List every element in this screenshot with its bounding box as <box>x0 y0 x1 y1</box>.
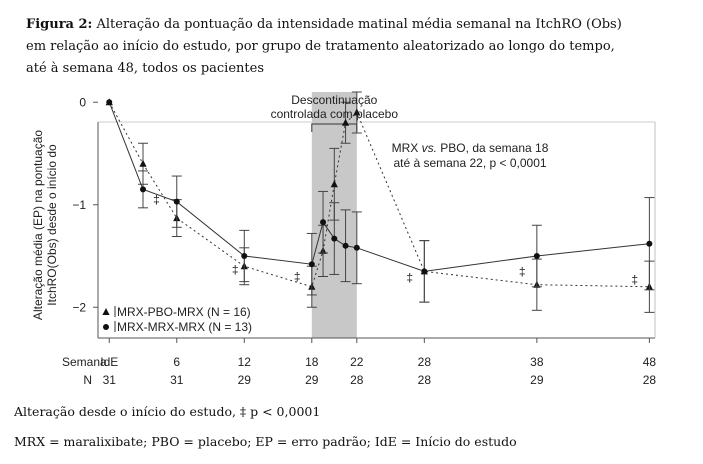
circle-point <box>308 261 315 268</box>
legend-marker-circle <box>103 324 109 330</box>
x-tick-label: 12 <box>238 355 252 369</box>
figure-caption: Figura 2: Alteração da pontuação da inte… <box>26 14 636 80</box>
x-tick-label: 6 <box>173 355 180 369</box>
legend-label: MRX-PBO-MRX (N = 16) <box>117 305 251 319</box>
n-row-title: N <box>83 373 92 387</box>
dagger-mark: ‡ <box>153 193 160 207</box>
series-line-1 <box>108 102 650 272</box>
n-row-value: 28 <box>418 373 432 387</box>
y-tick-label: 0 <box>79 95 86 109</box>
triangle-point <box>139 159 147 167</box>
n-row-value: 29 <box>305 373 319 387</box>
triangle-point <box>341 118 350 126</box>
triangle-point <box>353 108 361 116</box>
x-tick-label: 18 <box>305 355 319 369</box>
figure-caption-text: Alteração da pontuação da intensidade ma… <box>26 17 622 76</box>
dagger-mark: ‡ <box>232 262 239 276</box>
circle-point <box>331 235 338 242</box>
n-row-value: 28 <box>643 373 657 387</box>
circle-point <box>140 186 147 193</box>
y-tick-label: −1 <box>72 198 86 212</box>
n-row-value: 28 <box>350 373 364 387</box>
circle-point <box>320 219 327 226</box>
legend-marker-triangle <box>102 308 110 315</box>
circle-point <box>646 240 653 247</box>
n-row-value: 31 <box>103 373 117 387</box>
dagger-mark: ‡ <box>519 264 526 278</box>
circle-point <box>421 268 428 275</box>
figure-label: Figura 2: <box>26 17 93 32</box>
x-axis-title: Semana <box>62 355 107 369</box>
dagger-mark: ‡ <box>294 270 301 284</box>
y-axis-label-line1: Alteração média (EP) na pontuação <box>31 130 45 320</box>
n-row-value: 29 <box>530 373 544 387</box>
x-tick-label: IdE <box>100 355 118 369</box>
footnote-significance: Alteração desde o início do estudo, ‡ p … <box>14 404 321 419</box>
legend-label: MRX-MRX-MRX (N = 13) <box>117 320 252 334</box>
n-row-value: 29 <box>238 373 252 387</box>
circle-point <box>533 253 540 259</box>
dagger-mark: ‡ <box>631 273 638 287</box>
shaded-label-line1: Descontinuação <box>291 93 377 107</box>
dagger-mark: ‡ <box>406 271 413 285</box>
annotation-line2: até à semana 22, p < 0,0001 <box>393 156 546 170</box>
x-tick-label: 38 <box>530 355 544 369</box>
annotation-line1: MRX vs. PBO, da semana 18 <box>392 141 549 155</box>
footnote-abbreviations: MRX = maralixibate; PBO = placebo; EP = … <box>14 434 517 449</box>
x-tick-label: 22 <box>350 355 364 369</box>
circle-point <box>106 99 113 106</box>
triangle-point <box>330 180 338 188</box>
x-tick-label: 28 <box>418 355 432 369</box>
series-line-0 <box>108 102 650 288</box>
y-axis-label-line2: ItchRO(Obs) desde o início do <box>45 144 59 306</box>
x-tick-label: 48 <box>643 355 657 369</box>
circle-point <box>241 253 248 259</box>
shaded-label-line2: controlada com placebo <box>271 107 399 121</box>
n-row-value: 31 <box>170 373 184 387</box>
circle-point <box>353 244 360 251</box>
y-tick-label: −2 <box>72 300 86 314</box>
circle-point <box>342 242 349 249</box>
circle-point <box>173 198 180 205</box>
